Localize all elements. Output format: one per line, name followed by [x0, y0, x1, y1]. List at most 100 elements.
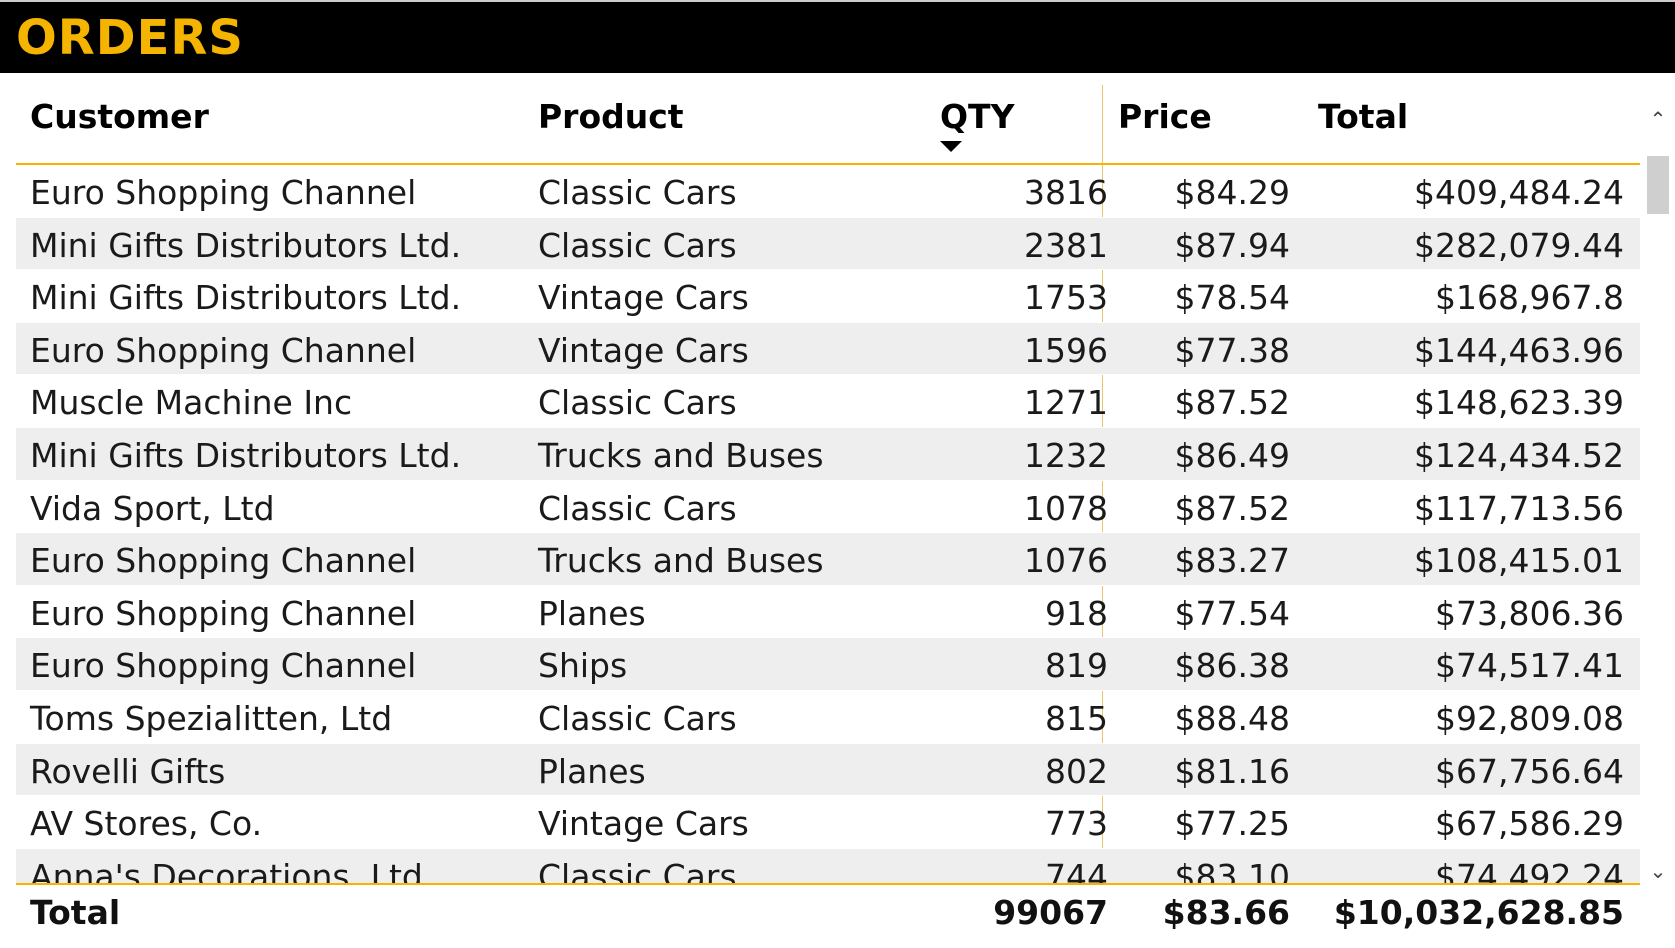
cell-customer: Mini Gifts Distributors Ltd. — [30, 278, 462, 318]
cell-product: Classic Cars — [538, 699, 737, 738]
cell-total: $144,463.96 — [1414, 330, 1624, 370]
cell-price: $87.52 — [1174, 383, 1290, 423]
cell-total: $67,586.29 — [1435, 804, 1624, 844]
table-row[interactable]: AV Stores, Co. Vintage Cars 773 $77.25 $… — [16, 796, 1640, 849]
table-row[interactable]: Euro Shopping Channel Classic Cars 3816 … — [16, 165, 1640, 218]
cell-total: $74,492.24 — [1435, 856, 1624, 883]
cell-product: Trucks and Buses — [538, 541, 824, 581]
cell-qty: 1076 — [1024, 541, 1108, 581]
cell-qty: 1753 — [1024, 278, 1108, 318]
cell-price: $87.52 — [1174, 488, 1290, 528]
column-divider — [1102, 85, 1103, 941]
totals-qty: 99067 — [993, 893, 1108, 932]
cell-product: Planes — [538, 751, 646, 791]
orders-table: Customer Product QTY Price Total Euro Sh… — [16, 85, 1640, 948]
cell-customer: Euro Shopping Channel — [30, 541, 417, 581]
cell-total: $92,809.08 — [1435, 699, 1624, 738]
table-row[interactable]: Euro Shopping Channel Planes 918 $77.54 … — [16, 586, 1640, 639]
cell-total: $124,434.52 — [1414, 436, 1624, 475]
cell-customer: Muscle Machine Inc — [30, 383, 353, 423]
cell-customer: Euro Shopping Channel — [30, 593, 417, 633]
column-header-customer[interactable]: Customer — [30, 97, 209, 136]
cell-total: $282,079.44 — [1414, 225, 1624, 265]
cell-customer: Euro Shopping Channel — [30, 330, 417, 370]
cell-total: $117,713.56 — [1414, 488, 1624, 528]
cell-qty: 2381 — [1024, 225, 1108, 265]
column-header-price[interactable]: Price — [1118, 97, 1212, 136]
cell-qty: 815 — [1045, 699, 1108, 738]
cell-price: $81.16 — [1174, 751, 1290, 791]
table-header: Customer Product QTY Price Total — [16, 85, 1640, 165]
table-row[interactable]: Mini Gifts Distributors Ltd. Vintage Car… — [16, 270, 1640, 323]
chevron-down-icon[interactable]: ⌄ — [1649, 859, 1667, 883]
cell-price: $87.94 — [1174, 225, 1290, 265]
cell-price: $86.38 — [1174, 646, 1290, 686]
cell-price: $86.49 — [1174, 436, 1290, 475]
cell-customer: Mini Gifts Distributors Ltd. — [30, 436, 462, 475]
cell-total: $73,806.36 — [1435, 593, 1624, 633]
table-row[interactable]: Euro Shopping Channel Vintage Cars 1596 … — [16, 322, 1640, 376]
cell-customer: Vida Sport, Ltd — [30, 488, 275, 528]
cell-qty: 773 — [1045, 804, 1108, 844]
cell-price: $77.54 — [1174, 593, 1290, 633]
title-bar: ORDERS — [0, 0, 1675, 73]
totals-price: $83.66 — [1162, 893, 1290, 932]
column-header-total[interactable]: Total — [1318, 97, 1409, 136]
cell-qty: 1596 — [1024, 330, 1108, 370]
cell-product: Classic Cars — [538, 173, 737, 212]
cell-price: $84.29 — [1174, 173, 1290, 212]
cell-customer: Euro Shopping Channel — [30, 646, 417, 686]
cell-price: $77.38 — [1174, 330, 1290, 370]
cell-customer: Rovelli Gifts — [30, 751, 226, 791]
cell-product: Planes — [538, 593, 646, 633]
cell-product: Classic Cars — [538, 856, 737, 883]
cell-product: Classic Cars — [538, 383, 737, 423]
table-row[interactable]: Euro Shopping Channel Trucks and Buses 1… — [16, 533, 1640, 586]
cell-price: $77.25 — [1174, 804, 1290, 844]
cell-customer: AV Stores, Co. — [30, 804, 263, 844]
cell-total: $168,967.8 — [1435, 278, 1624, 318]
table-row[interactable]: Muscle Machine Inc Classic Cars 1271 $87… — [16, 375, 1640, 428]
cell-price: $83.10 — [1174, 856, 1290, 883]
cell-total: $148,623.39 — [1414, 383, 1624, 423]
cell-qty: 802 — [1045, 751, 1108, 791]
cell-qty: 744 — [1045, 856, 1108, 883]
cell-product: Ships — [538, 646, 628, 686]
table-row[interactable]: Toms Spezialitten, Ltd Classic Cars 815 … — [16, 691, 1640, 744]
cell-product: Vintage Cars — [538, 278, 749, 318]
cell-product: Vintage Cars — [538, 804, 749, 844]
table-row[interactable]: Euro Shopping Channel Ships 819 $86.38 $… — [16, 638, 1640, 691]
column-header-qty[interactable]: QTY — [940, 97, 1015, 136]
cell-price: $88.48 — [1174, 699, 1290, 738]
cell-price: $83.27 — [1174, 541, 1290, 581]
chevron-up-icon[interactable]: ⌃ — [1649, 107, 1667, 131]
column-header-product[interactable]: Product — [538, 97, 684, 136]
totals-label: Total — [30, 893, 121, 932]
page-title: ORDERS — [16, 10, 244, 66]
sort-descending-icon[interactable] — [940, 141, 962, 152]
table-row[interactable]: Mini Gifts Distributors Ltd. Trucks and … — [16, 428, 1640, 481]
cell-customer: Mini Gifts Distributors Ltd. — [30, 225, 462, 265]
cell-qty: 1271 — [1024, 383, 1108, 423]
cell-qty: 3816 — [1024, 173, 1108, 212]
scrollbar-thumb[interactable] — [1647, 156, 1669, 214]
totals-row: Total 99067 $83.66 $10,032,628.85 — [16, 883, 1640, 941]
table-row[interactable]: Rovelli Gifts Planes 802 $81.16 $67,756.… — [16, 743, 1640, 797]
cell-product: Trucks and Buses — [538, 436, 824, 475]
cell-customer: Euro Shopping Channel — [30, 173, 417, 212]
table-row[interactable]: Anna's Decorations, Ltd Classic Cars 744… — [16, 848, 1640, 883]
cell-customer: Toms Spezialitten, Ltd — [30, 699, 393, 738]
vertical-scrollbar[interactable]: ⌃ ⌄ — [1645, 100, 1671, 890]
table-body[interactable]: Euro Shopping Channel Classic Cars 3816 … — [16, 165, 1640, 883]
cell-product: Vintage Cars — [538, 330, 749, 370]
table-row[interactable]: Vida Sport, Ltd Classic Cars 1078 $87.52… — [16, 481, 1640, 534]
cell-total: $67,756.64 — [1435, 751, 1624, 791]
cell-qty: 819 — [1045, 646, 1108, 686]
cell-product: Classic Cars — [538, 225, 737, 265]
cell-total: $108,415.01 — [1414, 541, 1624, 581]
table-row[interactable]: Mini Gifts Distributors Ltd. Classic Car… — [16, 217, 1640, 271]
cell-product: Classic Cars — [538, 488, 737, 528]
cell-total: $409,484.24 — [1414, 173, 1624, 212]
cell-total: $74,517.41 — [1435, 646, 1624, 686]
cell-customer: Anna's Decorations, Ltd — [30, 856, 423, 883]
